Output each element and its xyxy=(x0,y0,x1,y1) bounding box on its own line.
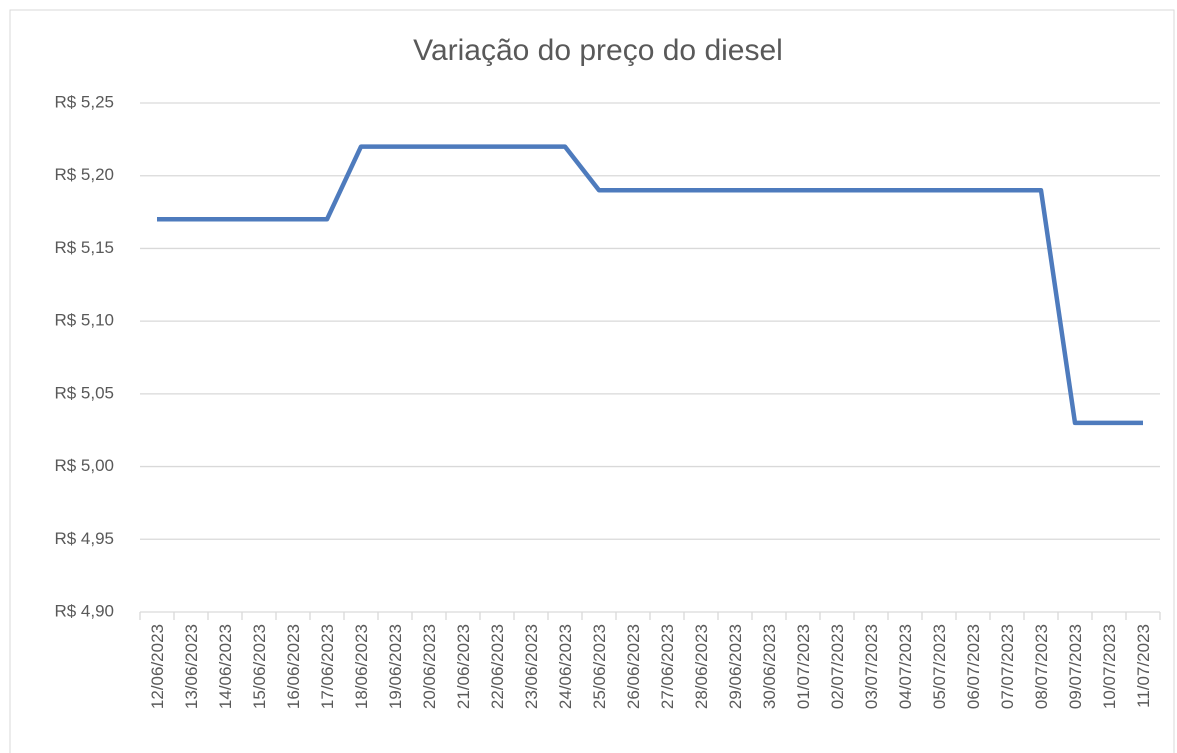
x-tick-label: 07/07/2023 xyxy=(998,624,1017,709)
x-tick-label: 04/07/2023 xyxy=(896,624,915,709)
line-series xyxy=(157,144,1143,426)
x-tick-label: 11/07/2023 xyxy=(1134,624,1153,708)
x-tick-label: 23/06/2023 xyxy=(522,624,541,709)
x-tick-label: 28/06/2023 xyxy=(692,624,711,709)
x-tick-label: 12/06/2023 xyxy=(148,624,167,709)
x-tick-label: 20/06/2023 xyxy=(420,624,439,709)
x-tick-label: 19/06/2023 xyxy=(386,624,405,709)
x-tick-label: 02/07/2023 xyxy=(828,624,847,709)
x-tick-label: 29/06/2023 xyxy=(726,624,745,709)
x-tick-label: 27/06/2023 xyxy=(658,624,677,709)
chart-title: Variação do preço do diesel xyxy=(413,34,783,67)
x-tick-label: 25/06/2023 xyxy=(590,624,609,709)
x-tick-label: 22/06/2023 xyxy=(488,624,507,709)
x-tick-label: 24/06/2023 xyxy=(556,624,575,709)
x-tick-label: 03/07/2023 xyxy=(862,624,881,709)
x-tick-label: 10/07/2023 xyxy=(1100,624,1119,709)
x-tick-label: 06/07/2023 xyxy=(964,624,983,709)
x-tick-label: 21/06/2023 xyxy=(454,624,473,709)
x-tick-label: 01/07/2023 xyxy=(794,624,813,709)
x-tick-label: 15/06/2023 xyxy=(250,624,269,709)
y-tick-label: R$ 5,05 xyxy=(54,383,114,402)
x-tick-label: 05/07/2023 xyxy=(930,624,949,709)
x-tick-label: 13/06/2023 xyxy=(182,624,201,709)
y-tick-label: R$ 5,15 xyxy=(54,238,114,257)
y-tick-label: R$ 5,20 xyxy=(54,165,114,184)
x-tick-label: 16/06/2023 xyxy=(284,624,303,709)
chart-border xyxy=(9,9,1175,753)
x-tick-label: 30/06/2023 xyxy=(760,624,779,709)
y-tick-label: R$ 5,00 xyxy=(54,456,114,475)
x-tick-label: 26/06/2023 xyxy=(624,624,643,709)
x-tick-label: 08/07/2023 xyxy=(1032,624,1051,709)
y-tick-label: R$ 4,95 xyxy=(54,529,114,548)
x-tick-label: 09/07/2023 xyxy=(1066,624,1085,709)
y-tick-label: R$ 5,25 xyxy=(54,92,114,111)
x-tick-label: 18/06/2023 xyxy=(352,624,371,709)
y-tick-label: R$ 4,90 xyxy=(54,601,114,620)
x-tick-label: 17/06/2023 xyxy=(318,624,337,709)
y-tick-label: R$ 5,10 xyxy=(54,311,114,330)
x-tick-label: 14/06/2023 xyxy=(216,624,235,709)
